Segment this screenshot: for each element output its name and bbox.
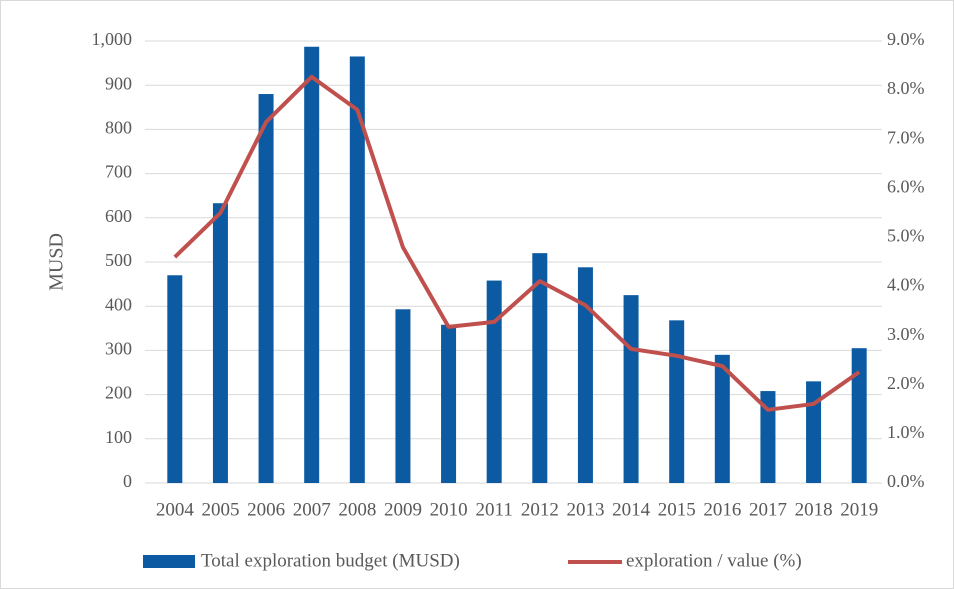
x-tick-label: 2004 xyxy=(156,499,195,520)
x-tick-label: 2018 xyxy=(795,499,833,520)
bar xyxy=(669,320,685,483)
x-tick-label: 2008 xyxy=(338,499,376,520)
x-tick-label: 2010 xyxy=(430,499,468,520)
x-tick-label: 2006 xyxy=(247,499,285,520)
x-tick-label: 2007 xyxy=(293,499,331,520)
y2-tick-label: 5.0% xyxy=(887,226,925,246)
y-tick-label: 100 xyxy=(105,427,132,447)
y2-tick-label: 9.0% xyxy=(887,29,925,49)
x-tick-label: 2011 xyxy=(476,499,513,520)
legend-label: exploration / value (%) xyxy=(626,550,802,571)
y-tick-label: 400 xyxy=(105,294,132,314)
x-tick-label: 2009 xyxy=(384,499,422,520)
x-tick-label: 2019 xyxy=(840,499,878,520)
bar xyxy=(212,203,228,484)
y-tick-label: 300 xyxy=(105,339,132,359)
bar xyxy=(486,280,502,483)
y-tick-label: 900 xyxy=(105,73,132,93)
bar xyxy=(167,275,183,483)
y-tick-label: 600 xyxy=(105,206,132,226)
y-tick-label: 1,000 xyxy=(92,29,133,49)
y2-tick-label: 7.0% xyxy=(887,127,925,147)
y2-tick-label: 3.0% xyxy=(887,324,925,344)
bar xyxy=(851,348,867,483)
legend-label: Total exploration budget (MUSD) xyxy=(201,550,460,571)
bar xyxy=(349,56,365,483)
bar xyxy=(395,309,411,483)
x-tick-label: 2013 xyxy=(566,499,604,520)
x-tick-label: 2005 xyxy=(201,499,239,520)
x-tick-label: 2012 xyxy=(521,499,559,520)
bar xyxy=(577,267,593,483)
x-tick-label: 2015 xyxy=(658,499,696,520)
x-tick-label: 2016 xyxy=(703,499,741,520)
y2-tick-label: 4.0% xyxy=(887,275,925,295)
legend-swatch xyxy=(143,555,195,568)
y-tick-label: 0 xyxy=(123,471,132,491)
x-tick-label: 2014 xyxy=(612,499,651,520)
bar xyxy=(714,354,730,483)
y-tick-label: 700 xyxy=(105,162,132,182)
line xyxy=(173,74,861,412)
x-tick-label: 2017 xyxy=(749,499,787,520)
y2-tick-label: 0.0% xyxy=(887,471,925,491)
y2-tick-label: 8.0% xyxy=(887,78,925,98)
bar xyxy=(304,46,320,483)
bar xyxy=(258,94,274,483)
bar xyxy=(806,381,822,483)
y2-tick-label: 2.0% xyxy=(887,373,925,393)
y2-tick-label: 1.0% xyxy=(887,422,925,442)
bar xyxy=(760,391,776,483)
bar xyxy=(441,324,457,483)
y-tick-label: 200 xyxy=(105,383,132,403)
y-tick-label: 800 xyxy=(105,118,132,138)
bar xyxy=(623,295,639,483)
bar xyxy=(532,253,548,483)
y-axis-label: MUSD xyxy=(46,233,68,291)
y-tick-label: 500 xyxy=(105,250,132,270)
y2-tick-label: 6.0% xyxy=(887,176,925,196)
